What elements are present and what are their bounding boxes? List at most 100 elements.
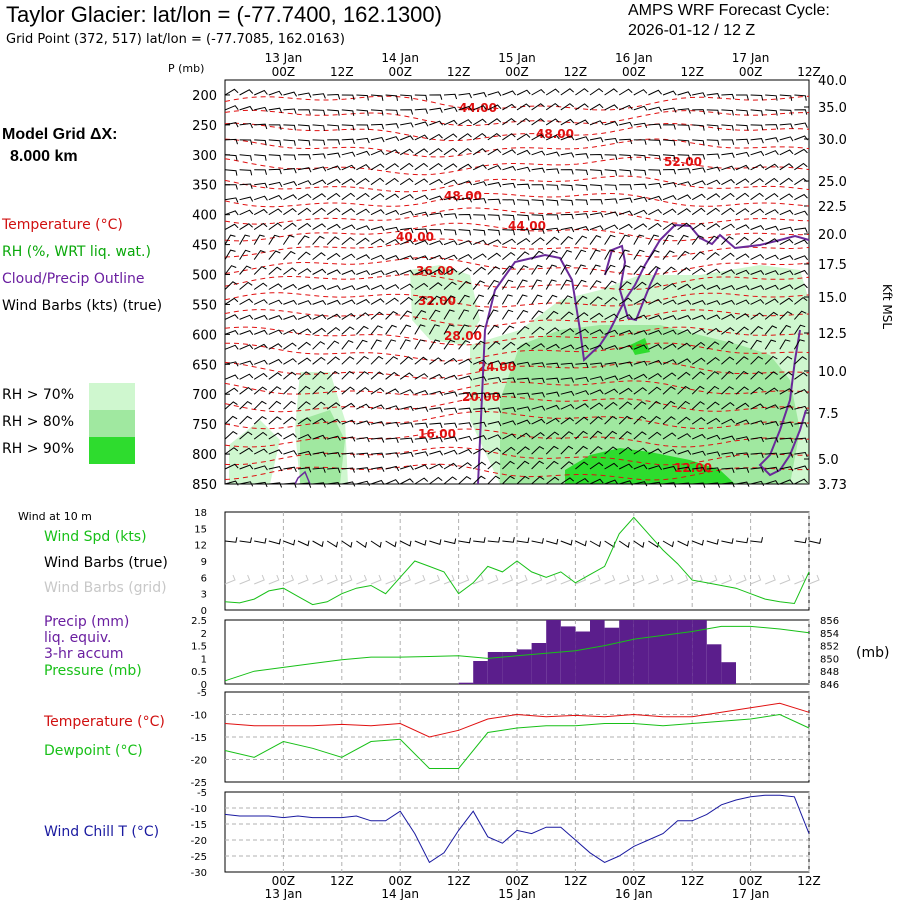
wind-barb	[560, 169, 574, 175]
wind-barb	[429, 120, 444, 126]
wind-barb	[356, 109, 369, 116]
wind-barb	[648, 222, 662, 231]
grid-wind-barb	[268, 574, 280, 585]
wind-barb	[487, 294, 499, 305]
wind-barb	[429, 107, 443, 113]
wind-barb	[735, 481, 750, 487]
wind-barb	[282, 234, 295, 245]
wind-barb	[706, 401, 720, 410]
wind-barb	[297, 300, 312, 305]
wind-barb	[268, 343, 283, 350]
wind-barb	[736, 94, 749, 100]
wind-barb	[604, 280, 617, 290]
wind-barb	[721, 236, 734, 245]
wind-barb	[735, 386, 749, 395]
wind-barb	[327, 481, 341, 488]
wind-barb	[487, 324, 500, 335]
wind-barb	[735, 192, 750, 201]
wind-barb	[648, 89, 662, 96]
wind-barb	[239, 373, 254, 380]
wind-barb	[458, 105, 473, 111]
grid-wind-barb	[414, 574, 426, 585]
wind-barb	[794, 94, 807, 101]
wind-barb	[400, 465, 414, 471]
wind-barb	[253, 222, 268, 231]
wind-barb	[400, 405, 414, 412]
pressure-tick-label: 350	[192, 179, 217, 194]
bottom-date-label: 16 Jan	[615, 887, 653, 900]
wind-barb	[648, 154, 661, 161]
wind-barb	[443, 309, 455, 320]
wind-barb	[677, 139, 690, 146]
wind-barb	[327, 93, 341, 100]
temperature-contour	[224, 292, 810, 308]
wind-barb	[312, 252, 326, 260]
true-wind-barb	[589, 540, 602, 548]
wind-barb	[443, 147, 458, 156]
wind-barb	[545, 343, 560, 350]
wind-barb	[545, 445, 559, 455]
wind-barb	[239, 223, 253, 231]
wind-barb	[370, 209, 385, 216]
wind-barb	[414, 437, 429, 443]
wind-barb	[516, 432, 531, 440]
wind-barb	[648, 106, 663, 112]
wind-barb	[443, 462, 458, 470]
wind-barb	[268, 154, 282, 161]
wind-barb	[794, 372, 808, 380]
wind-barb	[458, 213, 472, 220]
forecast-cycle-value: 2026-01-12 / 12 Z	[628, 22, 756, 39]
wind-barb	[691, 371, 705, 380]
wind-barb	[604, 462, 619, 470]
wind-barb	[327, 467, 341, 473]
wind-barb	[297, 328, 312, 335]
wind-barb	[239, 464, 254, 470]
legend-temperature: Temperature (°C)	[2, 217, 123, 233]
wind-barb	[575, 390, 590, 396]
wind-barb	[414, 373, 429, 380]
wind-barb	[224, 480, 239, 486]
wind-barb	[531, 326, 545, 335]
wind-barb	[706, 124, 720, 131]
wind-barb	[297, 433, 312, 440]
top-time-tick: 00Z	[505, 65, 529, 79]
wind-barb	[764, 163, 779, 171]
wind-barb	[575, 199, 588, 206]
wind-barb	[721, 124, 734, 131]
wind-barb	[589, 430, 603, 440]
true-wind-barb	[473, 537, 486, 543]
wind-barb	[604, 313, 619, 320]
wind-barb	[502, 103, 516, 111]
wind-barb	[662, 250, 675, 260]
wind-barb	[633, 89, 648, 96]
wind-barb	[253, 250, 266, 260]
wind-barb	[399, 283, 414, 290]
wind-barb	[531, 431, 545, 440]
wind-barb	[414, 148, 429, 156]
wind-barb	[677, 466, 692, 472]
grid-wind-barb	[546, 574, 557, 585]
wind-barb	[531, 118, 545, 126]
true-wind-barb	[356, 540, 367, 549]
wind-barb	[429, 195, 444, 201]
pressure-tick-label: 856	[820, 616, 839, 627]
wind-barb	[283, 222, 297, 231]
wind-barb	[370, 387, 385, 395]
grid-wind-barb	[370, 574, 382, 585]
wind-barb	[721, 284, 736, 290]
wind-barb	[312, 124, 325, 131]
wind-barb	[487, 475, 501, 485]
wind-barb	[765, 452, 779, 458]
precip-bar	[487, 652, 503, 684]
wind-barb	[356, 284, 371, 290]
wind-barb	[706, 356, 720, 365]
wind-barb	[589, 88, 604, 96]
grid-wind-barb	[356, 574, 368, 585]
wind-barb	[575, 461, 589, 470]
wind-barb	[764, 387, 779, 395]
wind-barb	[458, 180, 473, 186]
top-date-label: 17 Jan	[732, 51, 770, 65]
legend-rh80-label: RH > 80%	[2, 414, 75, 430]
wind-barb	[677, 194, 692, 201]
wind-barb	[560, 235, 574, 245]
